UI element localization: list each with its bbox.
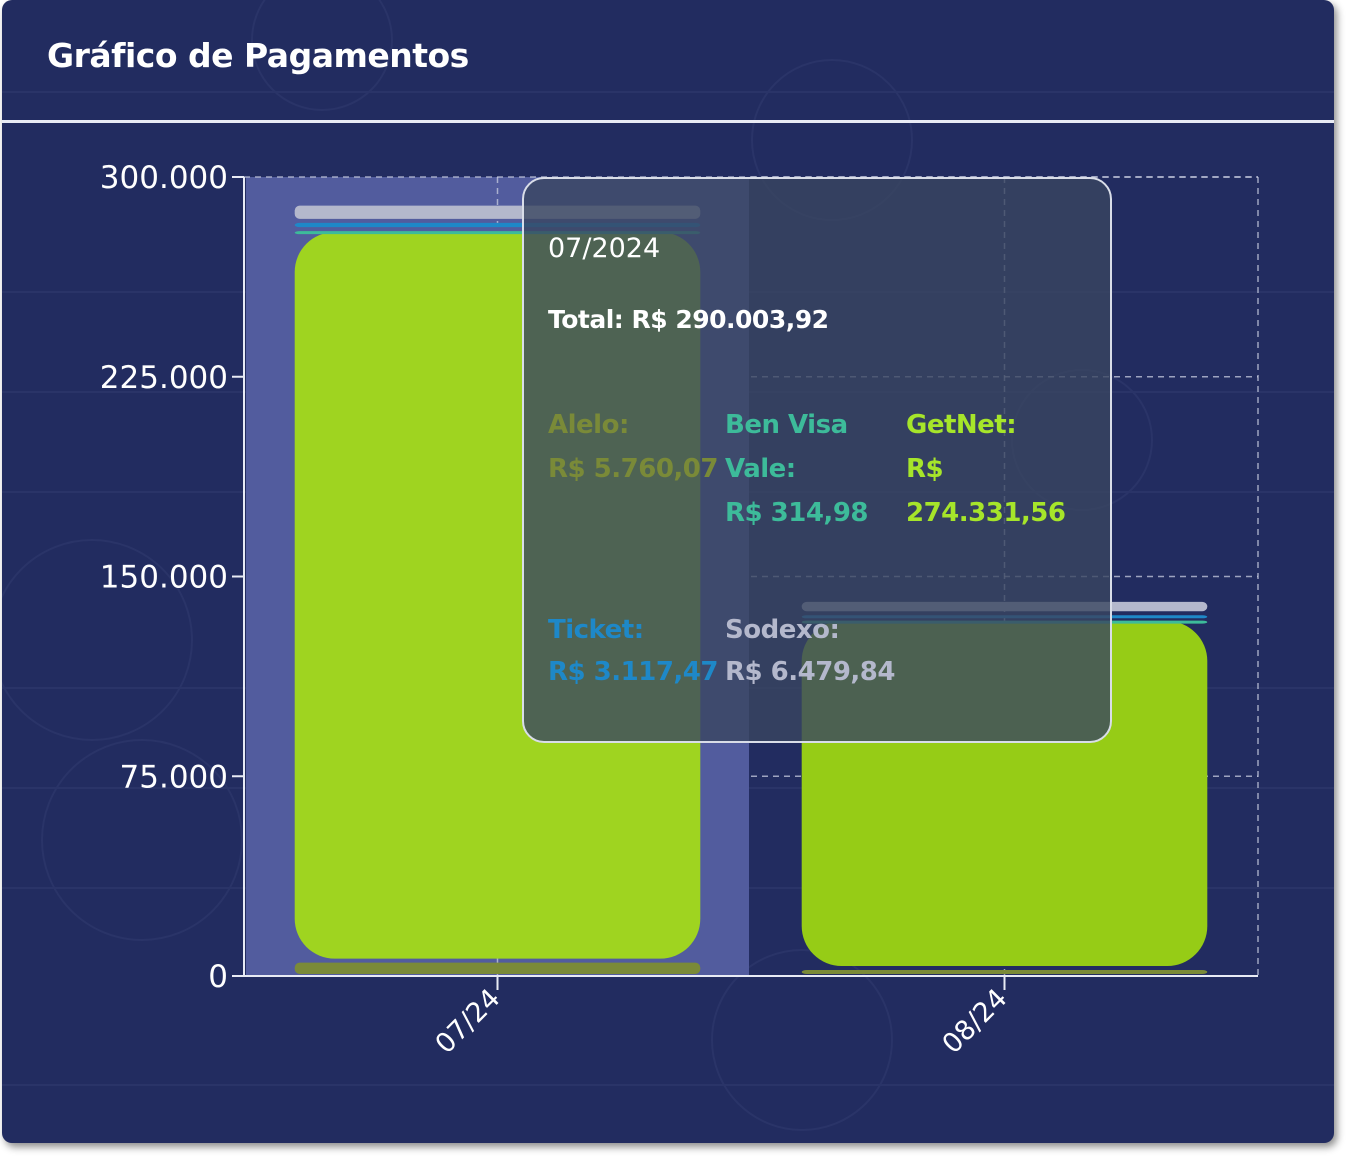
tooltip-item-sodexo: Sodexo: R$ 6.479,84 bbox=[725, 609, 895, 693]
bar-alelo-08-24 bbox=[801, 970, 1208, 974]
tooltip-item-label: GetNet: bbox=[906, 410, 1017, 440]
tooltip-item-label-line1: Ben Visa bbox=[725, 410, 848, 440]
bar-alelo-07-24 bbox=[294, 962, 701, 974]
tooltip-item-value: R$ 5.760,07 bbox=[548, 454, 718, 484]
x-tick-label: 07/24 bbox=[430, 983, 507, 1060]
card-header: Gráfico de Pagamentos bbox=[2, 0, 1334, 120]
tooltip-item-getnet: GetNet: R$ 274.331,56 bbox=[906, 403, 1110, 535]
tooltip-item-value: R$ 274.331,56 bbox=[906, 454, 1066, 528]
y-tick-label: 75.000 bbox=[120, 759, 228, 795]
tooltip-item-ticket: Ticket: R$ 3.117,47 bbox=[548, 609, 718, 693]
tooltip-item-label: Alelo: bbox=[548, 410, 629, 440]
tooltip-item-value: R$ 314,98 bbox=[725, 498, 869, 528]
chart-title: Gráfico de Pagamentos bbox=[47, 36, 469, 75]
payments-chart-card: Gráfico de Pagamentos 0 75.000 150.000 225.… bbox=[2, 0, 1334, 1143]
tooltip-item-label: Sodexo: bbox=[725, 615, 840, 645]
tooltip-item-label-line2: Vale: bbox=[725, 454, 796, 484]
header-divider bbox=[2, 120, 1334, 123]
tooltip-item-value: R$ 6.479,84 bbox=[725, 657, 895, 687]
tooltip-item-alelo: Alelo: R$ 5.760,07 bbox=[548, 403, 718, 491]
y-tick-label: 300.000 bbox=[100, 160, 228, 196]
y-tick-label: 0 bbox=[208, 959, 228, 995]
tooltip-total: Total: R$ 290.003,92 bbox=[548, 305, 829, 334]
tooltip-item-benvisa: Ben Visa Vale: R$ 314,98 bbox=[725, 403, 869, 535]
x-tick-label: 08/24 bbox=[937, 983, 1014, 1060]
tooltip-item-value: R$ 3.117,47 bbox=[548, 657, 718, 687]
tooltip-item-label: Ticket: bbox=[548, 615, 644, 645]
tooltip-date: 07/2024 bbox=[548, 233, 661, 264]
y-tick-label: 150.000 bbox=[100, 560, 228, 596]
chart-tooltip: 07/2024 Total: R$ 290.003,92 Alelo: R$ 5… bbox=[522, 177, 1112, 743]
y-tick-label: 225.000 bbox=[100, 360, 228, 396]
